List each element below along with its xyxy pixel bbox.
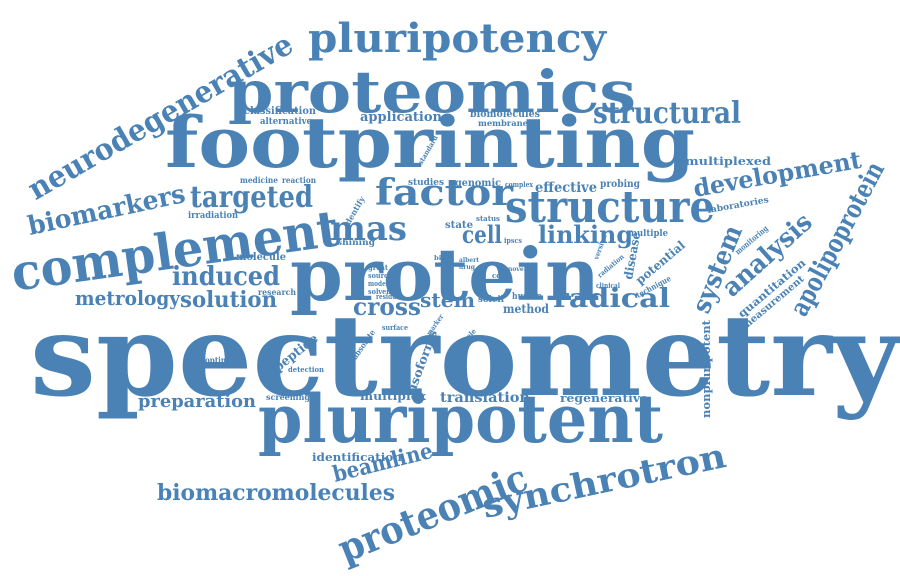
word-footprinting: footprinting: [165, 101, 695, 184]
word-factor: factor: [375, 172, 514, 214]
word-application: application: [360, 110, 443, 125]
word-biomolecules: biomolecules: [470, 109, 540, 120]
word-ipscs: ipscs: [504, 236, 522, 245]
word-source: source: [368, 271, 392, 280]
word-screening: screening: [266, 392, 310, 402]
word-multiplex: multiplex: [360, 390, 426, 403]
word-shining: shining: [337, 237, 375, 247]
word-alternative: alternative: [260, 117, 312, 127]
word-induced: induced: [172, 262, 280, 292]
word-irradiation: irradiation: [188, 211, 238, 221]
word-residue: residue: [376, 292, 400, 301]
word-effective: effective: [535, 180, 597, 196]
word-drug: drug: [459, 264, 476, 271]
word-mas: mas: [330, 209, 407, 249]
word-identification: identification: [312, 451, 402, 464]
word-detection: detection: [288, 365, 324, 374]
word-multiplexed: multiplexed: [685, 155, 771, 168]
word-cost: cost: [492, 271, 509, 280]
word-metrology: metrology: [75, 286, 181, 310]
word-targeted: targeted: [190, 180, 313, 215]
word-molecule: molecule: [236, 252, 286, 263]
word-proteomics: proteomics: [228, 58, 636, 126]
word-reaction: reaction: [282, 175, 316, 185]
word-linking: linking: [538, 220, 633, 249]
word-status: status: [476, 214, 500, 223]
word-human: human: [512, 292, 542, 302]
word-model: model: [368, 279, 388, 288]
word-structural: structural: [593, 96, 741, 131]
word-studies: studies: [408, 178, 444, 188]
word-medicine: medicine: [240, 175, 278, 185]
word-state: state: [445, 220, 473, 231]
word-pluripotent: pluripotent: [258, 380, 663, 458]
word-protein: protein: [290, 232, 600, 317]
word-genomic: genomic: [455, 178, 501, 189]
word-soleil: soleil: [478, 295, 505, 305]
word-radical: radical: [553, 284, 670, 314]
word-research: research: [258, 287, 296, 297]
word-optimized: optimized: [205, 355, 245, 365]
word-cross: cross: [353, 292, 421, 321]
word-surface: surface: [382, 323, 408, 332]
word-stem: stem: [420, 288, 475, 312]
word-preparation: preparation: [138, 391, 256, 412]
word-cell: cell: [462, 220, 502, 249]
word-albert: albert: [459, 257, 479, 264]
word-solvent: solvent: [368, 287, 395, 296]
word-great: great: [368, 263, 389, 272]
word-solution: solution: [180, 287, 277, 313]
word-spectrometry: spectrometry: [30, 291, 900, 422]
word-classification: classification: [244, 106, 317, 117]
word-method: method: [503, 302, 550, 316]
word-biomacromolecules: biomacromolecules: [157, 480, 395, 506]
word-structure: structure: [505, 182, 715, 233]
word-pluripotency: pluripotency: [308, 15, 608, 62]
word-development: development: [691, 145, 863, 203]
word-multiple: multiple: [628, 229, 668, 239]
word-bio: bio: [434, 255, 446, 262]
word-probing: probing: [600, 179, 640, 190]
word-regenerative: regenerative: [560, 392, 648, 405]
word-complex: complex: [505, 180, 534, 189]
word-novel: novel: [508, 266, 527, 273]
word-membrane: membrane: [478, 118, 528, 128]
word-translation: translation: [440, 390, 530, 406]
word-clinical: clinical: [596, 281, 620, 290]
word-nonpluripotent: nonpluripotent: [700, 319, 713, 418]
